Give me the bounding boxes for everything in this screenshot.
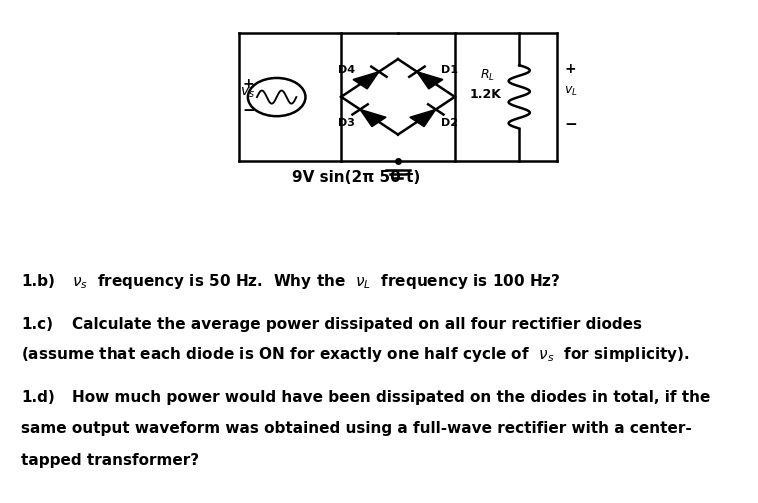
Text: 1.c): 1.c) bbox=[21, 317, 53, 332]
Text: D3: D3 bbox=[338, 118, 356, 128]
Text: +: + bbox=[243, 76, 254, 91]
Text: 1.d): 1.d) bbox=[21, 390, 55, 405]
Text: $R_L$: $R_L$ bbox=[480, 68, 495, 83]
Text: 1.2K: 1.2K bbox=[470, 89, 502, 101]
Text: $\nu_s$  frequency is 50 Hz.  Why the  $\nu_L$  frequency is 100 Hz?: $\nu_s$ frequency is 50 Hz. Why the $\nu… bbox=[72, 272, 561, 291]
Text: 9V sin(2π 50 t): 9V sin(2π 50 t) bbox=[292, 170, 420, 185]
Text: tapped transformer?: tapped transformer? bbox=[21, 453, 199, 468]
Text: How much power would have been dissipated on the diodes in total, if the: How much power would have been dissipate… bbox=[72, 390, 710, 405]
Text: same output waveform was obtained using a full-wave rectifier with a center-: same output waveform was obtained using … bbox=[21, 421, 692, 436]
Polygon shape bbox=[353, 72, 379, 89]
Text: $v_s$: $v_s$ bbox=[240, 85, 255, 100]
Polygon shape bbox=[360, 110, 386, 127]
Polygon shape bbox=[410, 110, 436, 127]
Text: +: + bbox=[565, 62, 577, 76]
Text: (assume that each diode is ON for exactly one half cycle of  $\nu_s$  for simpli: (assume that each diode is ON for exactl… bbox=[21, 345, 690, 364]
Text: Calculate the average power dissipated on all four rectifier diodes: Calculate the average power dissipated o… bbox=[72, 317, 642, 332]
Polygon shape bbox=[417, 72, 443, 89]
Text: D4: D4 bbox=[338, 65, 356, 75]
Text: D2: D2 bbox=[440, 118, 458, 128]
Text: 1.b): 1.b) bbox=[21, 274, 55, 289]
Text: −: − bbox=[565, 117, 577, 132]
Text: $v_L$: $v_L$ bbox=[564, 85, 578, 99]
Text: −: − bbox=[243, 103, 255, 118]
Text: D1: D1 bbox=[440, 65, 458, 75]
